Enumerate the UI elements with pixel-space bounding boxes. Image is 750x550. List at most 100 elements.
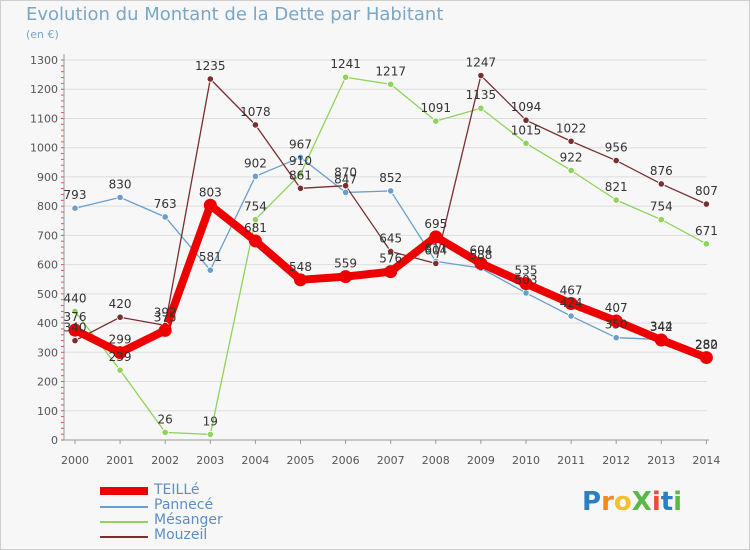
data-label: 681 <box>244 221 267 235</box>
data-label: 440 <box>64 291 87 305</box>
data-label: 754 <box>244 200 267 214</box>
x-tick-label: 2001 <box>106 454 134 467</box>
data-point <box>657 216 665 224</box>
data-label: 282 <box>695 338 718 352</box>
data-point <box>296 153 305 161</box>
data-point <box>522 289 530 297</box>
data-label: 392 <box>154 305 177 319</box>
data-point <box>387 247 395 256</box>
data-label: 763 <box>154 197 177 211</box>
data-label: 581 <box>199 250 222 264</box>
data-label: 861 <box>289 168 312 182</box>
data-label: 340 <box>64 321 87 335</box>
legend-label-pannece: Pannecé <box>154 497 214 513</box>
data-point <box>387 80 395 88</box>
chart-title: Evolution du Montant de la Dette par Hab… <box>26 4 444 25</box>
y-tick-label: 900 <box>37 171 58 184</box>
y-tick-label: 1000 <box>30 142 58 155</box>
data-label: 342 <box>650 320 673 334</box>
data-point <box>341 188 350 197</box>
data-label: 1217 <box>375 64 406 78</box>
data-point <box>387 187 395 195</box>
data-label: 280 <box>695 338 718 352</box>
legend-swatch-teille <box>100 487 148 495</box>
y-tick-label: 1100 <box>30 112 58 125</box>
y-tick-label: 0 <box>51 434 58 447</box>
data-point <box>116 366 124 374</box>
data-point <box>68 323 82 337</box>
x-tick-label: 2003 <box>196 454 224 467</box>
data-point <box>567 166 575 175</box>
x-tick-label: 2009 <box>467 454 495 467</box>
y-tick-label: 700 <box>37 229 58 242</box>
data-point <box>71 204 79 212</box>
y-tick-label: 500 <box>37 288 58 301</box>
data-point <box>567 312 575 320</box>
data-point <box>432 259 440 268</box>
data-label: 26 <box>158 412 173 426</box>
x-tick-label: 2005 <box>287 454 315 467</box>
data-label: 1094 <box>511 100 542 114</box>
legend-item-teille: TEILLé <box>100 482 300 499</box>
x-tick-label: 2007 <box>377 454 405 467</box>
data-label: 344 <box>650 319 673 333</box>
logo-letter: o <box>613 487 632 517</box>
data-label: 671 <box>695 224 718 238</box>
data-point <box>161 213 169 221</box>
x-tick-label: 2014 <box>692 454 720 467</box>
data-label: 870 <box>334 166 357 180</box>
data-label: 902 <box>244 156 267 170</box>
data-point <box>474 256 488 270</box>
legend-swatch-mouzeil <box>100 536 148 538</box>
data-point <box>294 273 307 287</box>
data-point <box>296 184 305 192</box>
data-label: 604 <box>424 243 447 257</box>
legend-item-mesanger: Mésanger <box>100 512 300 529</box>
data-label: 420 <box>109 297 132 311</box>
x-tick-label: 2013 <box>647 454 675 467</box>
data-point <box>522 116 530 124</box>
logo-letter: i <box>673 487 683 517</box>
data-label: 588 <box>469 248 492 262</box>
data-point <box>341 73 350 81</box>
data-label: 611 <box>424 241 447 255</box>
x-tick-label: 2006 <box>332 454 360 467</box>
data-point <box>477 104 485 112</box>
data-label: 407 <box>605 301 628 315</box>
data-label: 956 <box>605 141 628 155</box>
data-point <box>567 137 575 145</box>
data-label: 645 <box>379 231 402 245</box>
data-point <box>158 323 172 337</box>
data-point <box>113 346 127 360</box>
data-point <box>699 351 713 365</box>
legend-item-pannece: Pannecé <box>100 497 300 514</box>
data-point <box>251 172 259 180</box>
y-tick-label: 600 <box>37 259 58 272</box>
legend-swatch-pannece <box>100 506 148 508</box>
data-label: 424 <box>560 296 583 310</box>
proxiti-logo: ProXiti <box>582 487 682 517</box>
y-tick-label: 100 <box>37 405 58 418</box>
data-label: 807 <box>695 184 718 198</box>
legend-label-teille: TEILLé <box>154 482 200 498</box>
data-label: 604 <box>469 243 492 257</box>
x-tick-label: 2004 <box>241 454 269 467</box>
data-point <box>432 117 440 125</box>
logo-letter: i <box>651 487 661 517</box>
data-point <box>71 307 79 315</box>
legend: TEILLé Pannecé Mésanger Mouzeil <box>100 482 300 544</box>
logo-letter: X <box>631 487 652 517</box>
data-point <box>71 337 79 345</box>
y-tick-label: 300 <box>37 346 58 359</box>
legend-label-mouzeil: Mouzeil <box>154 527 208 543</box>
data-point <box>206 75 214 83</box>
data-point <box>251 216 259 224</box>
data-label: 847 <box>334 172 357 186</box>
y-tick-label: 1200 <box>30 83 58 96</box>
data-label: 299 <box>109 333 132 347</box>
data-point <box>564 296 578 310</box>
data-point <box>477 71 485 80</box>
data-label: 503 <box>515 273 538 287</box>
data-label: 1022 <box>556 121 587 135</box>
